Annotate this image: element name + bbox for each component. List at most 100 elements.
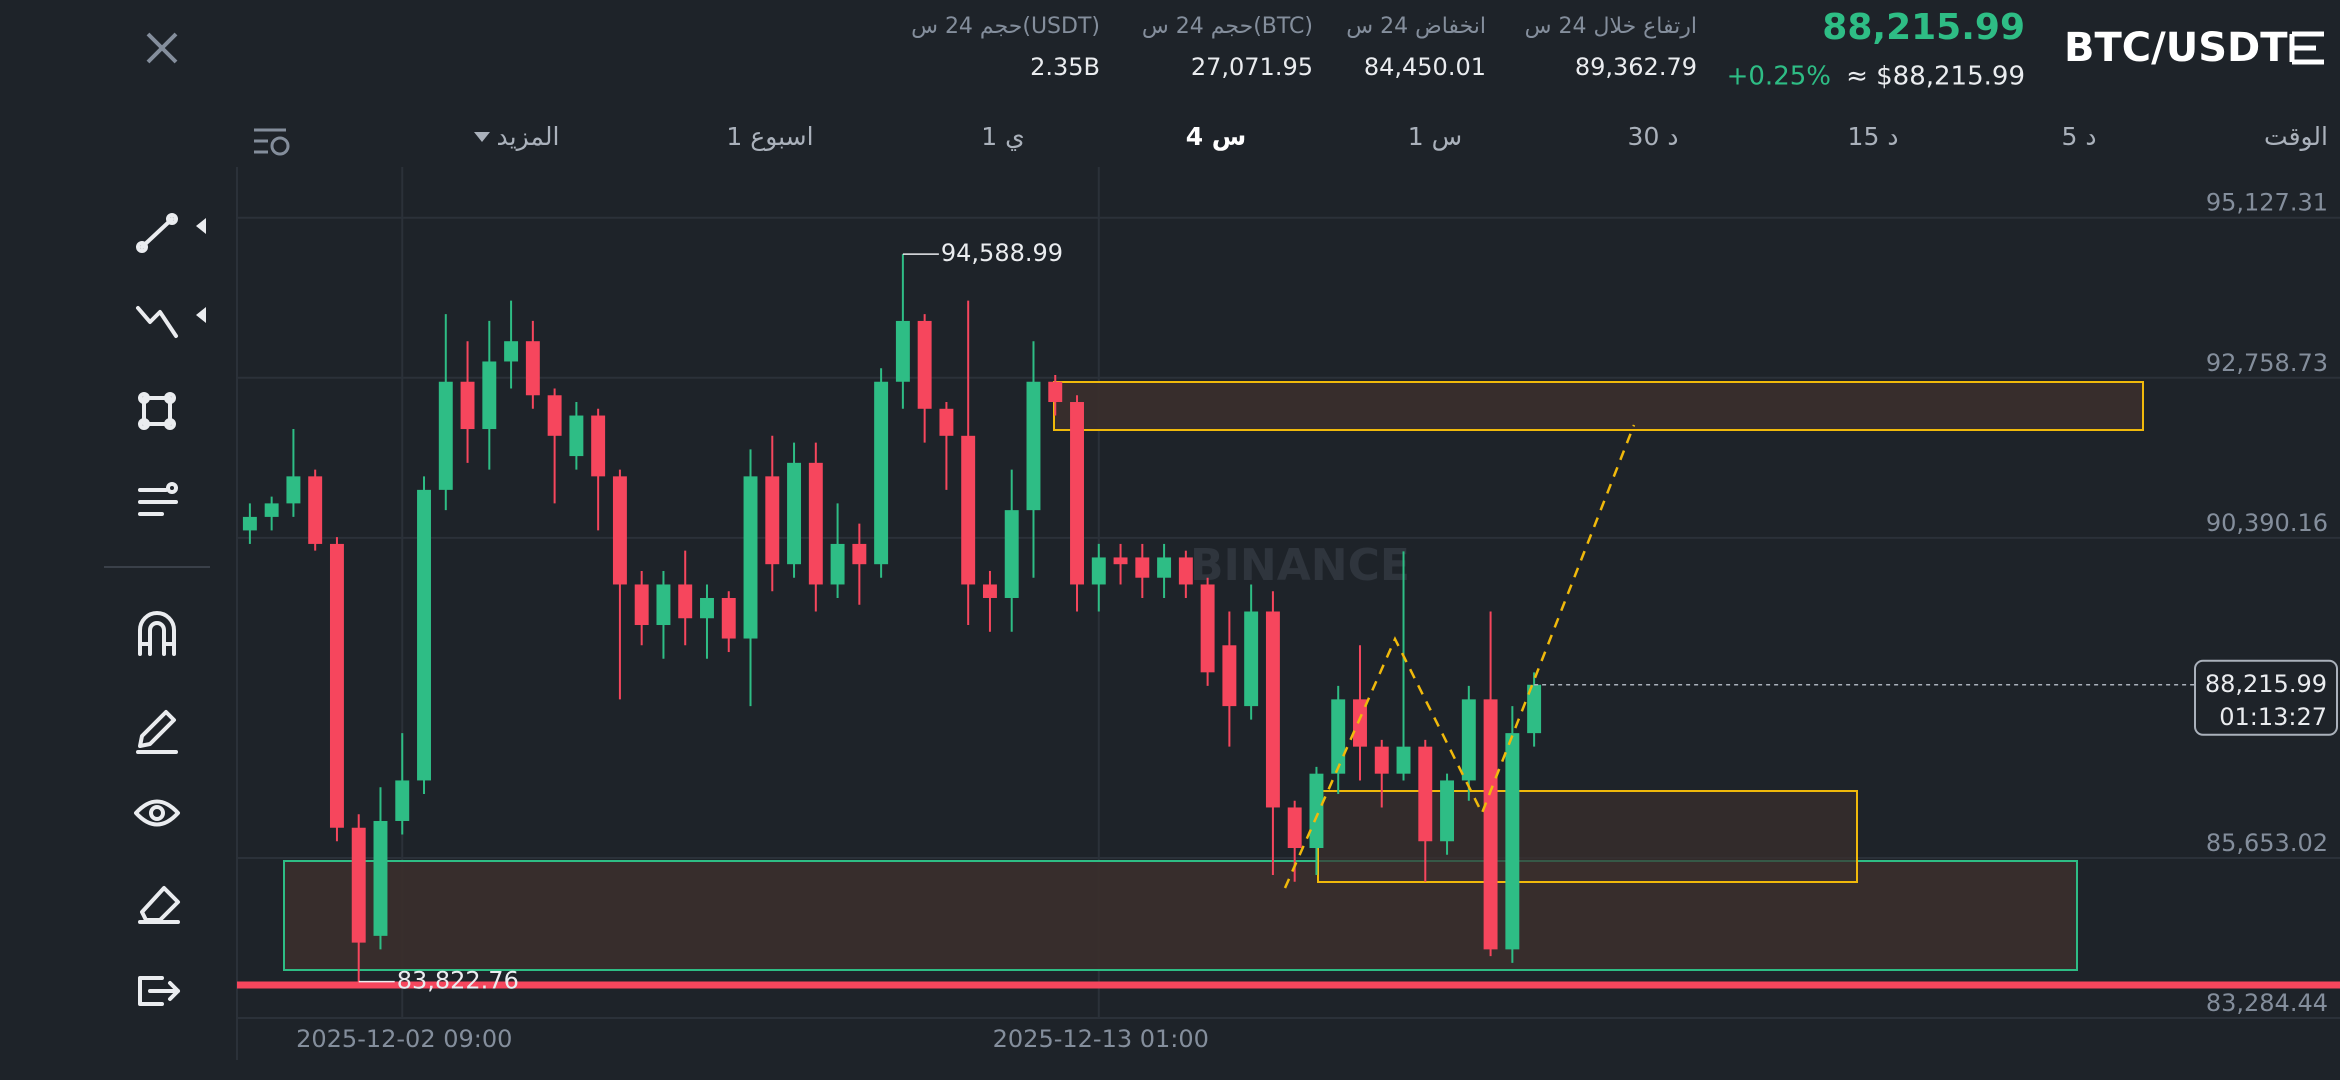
stat-value: 2.35B <box>1030 53 1100 81</box>
candle-body <box>678 584 693 619</box>
candle-body <box>547 395 562 436</box>
candle-body <box>1309 773 1324 849</box>
projection-path[interactable] <box>1283 424 1636 889</box>
timeframe-tab[interactable]: 5 د <box>2062 122 2097 151</box>
text-tool[interactable] <box>138 482 178 516</box>
candle-body <box>569 415 584 457</box>
candle-body <box>438 381 453 490</box>
candle-body <box>612 476 627 585</box>
fib-tool[interactable] <box>136 306 178 338</box>
countdown: 01:13:27 <box>2219 703 2327 731</box>
visibility-tool[interactable] <box>134 799 180 827</box>
pen-tool[interactable] <box>136 710 178 754</box>
candle-body <box>1527 684 1542 734</box>
last-price-box <box>2194 659 2338 736</box>
zone-box[interactable] <box>1053 381 2144 431</box>
stat-label: حجم 24 س(BTC) <box>1142 14 1313 39</box>
pair[interactable]: BTC/USDT <box>2064 25 2288 71</box>
candle-body <box>634 584 649 626</box>
candle-body <box>895 320 910 382</box>
candle-body <box>830 543 845 585</box>
settings-icon[interactable] <box>254 128 290 156</box>
timeframe-tab[interactable]: 15 د <box>1848 122 1899 151</box>
candle-body <box>308 476 323 544</box>
stat-label: ارتفاع خلال 24 س <box>1525 14 1697 39</box>
magnet-tool[interactable] <box>138 611 176 656</box>
change: +0.25% <box>1727 62 1831 92</box>
candle-body <box>1374 746 1389 774</box>
candle-body <box>1091 557 1106 585</box>
candle-body <box>1287 807 1302 849</box>
eraser-tool[interactable] <box>138 886 180 924</box>
timeframe-tab[interactable]: 1 اسبوع <box>726 122 813 151</box>
stat-value: 27,071.95 <box>1191 53 1313 81</box>
stat-value: 84,450.01 <box>1364 53 1486 81</box>
zone-box[interactable] <box>1317 790 1858 883</box>
candles <box>242 254 1542 982</box>
candle-body <box>808 462 823 585</box>
candle-body <box>1004 510 1019 598</box>
candle-body <box>1157 557 1172 578</box>
candle-body <box>1178 557 1193 585</box>
candle-body <box>286 476 301 504</box>
candle-body <box>1353 699 1367 747</box>
candle-body <box>1026 381 1041 511</box>
timeframe-tab[interactable]: 1 ي <box>981 122 1024 151</box>
candle-body <box>1396 746 1411 774</box>
candle-body <box>242 516 257 531</box>
menu-icon[interactable] <box>2289 31 2324 65</box>
candle-body <box>482 361 497 430</box>
candle-body <box>1265 611 1280 808</box>
candle-body <box>656 584 671 626</box>
y-tick-label: 83,284.44 <box>2206 989 2328 1017</box>
last-price-label: 88,215.99 <box>2205 670 2327 698</box>
expand-arrow <box>196 307 206 323</box>
stat-value: 89,362.79 <box>1575 53 1697 81</box>
candle-body <box>787 462 802 565</box>
candle-body <box>982 584 997 598</box>
candle-body <box>961 435 976 585</box>
candle-body <box>852 543 867 565</box>
stat-label: حجم 24 س(USDT) <box>911 14 1100 39</box>
candle-body <box>917 320 932 409</box>
timeframe-tab[interactable]: 1 س <box>1408 122 1462 151</box>
close-button[interactable] <box>146 32 178 64</box>
toolbar <box>104 213 210 1006</box>
timeframe-tab[interactable]: 30 د <box>1628 122 1679 151</box>
candle-body <box>1418 746 1433 842</box>
tab-label: الوقت <box>2264 122 2328 151</box>
candle-body <box>1048 381 1063 403</box>
candle-body <box>765 476 780 565</box>
plot: BINANCE 83,284.44 85,653.02 90,390.16 92,758… <box>237 167 2340 1053</box>
candle-body <box>700 597 714 619</box>
candle-body <box>1070 402 1084 585</box>
shape-tool[interactable] <box>138 392 176 430</box>
y-tick-label: 85,653.02 <box>2206 829 2328 857</box>
candle-body <box>351 827 366 943</box>
price: 88,215.99 <box>1822 7 2025 48</box>
candle-body <box>939 408 954 436</box>
candle-body <box>743 476 758 639</box>
candle-body <box>373 820 388 936</box>
candle-body <box>504 341 519 362</box>
candle-body <box>395 780 410 821</box>
candle-body <box>1244 611 1259 707</box>
exit-tool[interactable] <box>138 976 180 1006</box>
candle-body <box>1135 557 1150 578</box>
timeframe-tab-active[interactable]: 4 س <box>1186 122 1247 151</box>
marker-label: 94,588.99 <box>941 239 1063 267</box>
more-tab[interactable]: المزيد <box>497 122 560 151</box>
watermark: BINANCE <box>1190 540 1410 591</box>
overlay: 94,588.99 83,822.76 88,215.99 01:13:27 <box>358 239 2338 995</box>
y-tick-label: 95,127.31 <box>2206 189 2328 217</box>
candle-body <box>460 381 475 430</box>
candle-body <box>1222 645 1237 707</box>
expand-arrow <box>196 218 206 234</box>
trendline-tool[interactable] <box>136 213 178 253</box>
y-tick-label: 90,390.16 <box>2206 509 2328 537</box>
x-tick-label: 2025-12-13 01:00 <box>993 1025 1209 1053</box>
price-usd: ≈ $88,215.99 <box>1846 62 2025 92</box>
candle-body <box>329 543 344 828</box>
candle-body <box>1113 557 1128 565</box>
